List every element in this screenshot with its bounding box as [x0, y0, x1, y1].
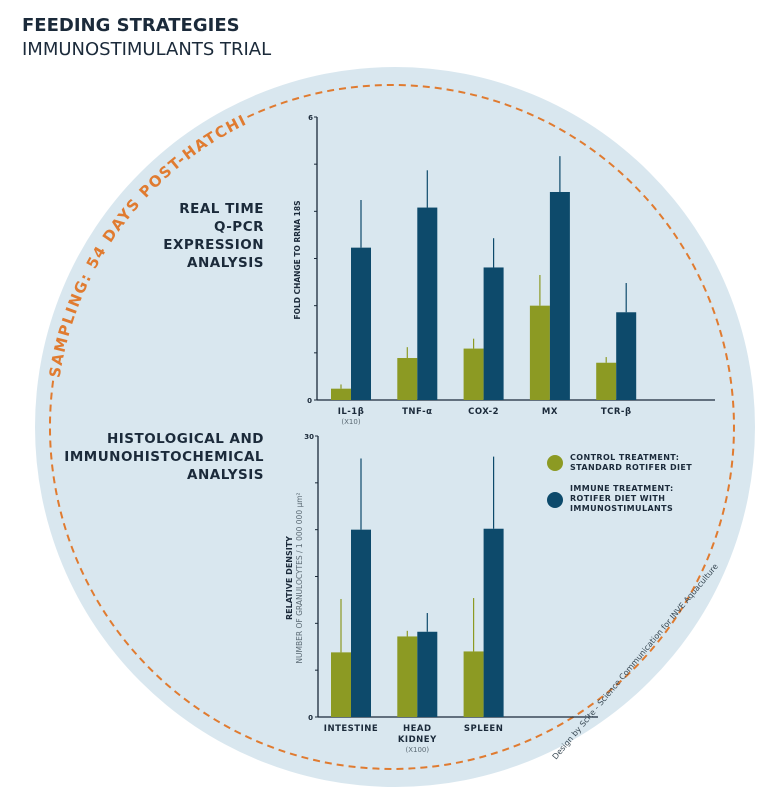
immune-bar	[483, 528, 504, 717]
legend-label: STANDARD ROTIFER DIET	[570, 463, 692, 472]
immune-bar	[483, 267, 504, 400]
category-note: (X100)	[405, 746, 429, 754]
control-bar	[331, 652, 351, 717]
qpcr-y-axis-label: FOLD CHANGE TO RRNA 18S	[293, 200, 302, 319]
y-tick-label: 6	[308, 114, 313, 122]
control-bar	[596, 362, 617, 400]
section-label-line: EXPRESSION	[163, 237, 264, 253]
category-label: IL-1β	[338, 407, 365, 417]
category-label: TNF-α	[402, 407, 432, 417]
section-label-line: ANALYSIS	[187, 467, 264, 483]
legend-label: CONTROL TREATMENT:	[570, 453, 679, 462]
histology-section-label: HISTOLOGICAL AND IMMUNOHISTOCHEMICAL ANALY…	[64, 431, 264, 483]
y-tick-label: 0	[308, 714, 313, 722]
legend-label: IMMUNOSTIMULANTS	[570, 504, 673, 513]
control-bar	[463, 651, 484, 717]
immune-bar	[351, 247, 371, 400]
control-bar	[331, 388, 351, 400]
control-bar	[463, 348, 484, 400]
y-tick-label: 0	[307, 397, 312, 405]
category-label: SPLEEN	[464, 724, 504, 734]
section-label-line: ANALYSIS	[187, 255, 264, 271]
histology-y-axis-label: RELATIVE DENSITY	[285, 536, 294, 620]
legend-control-swatch	[547, 455, 563, 471]
legend: CONTROL TREATMENT:STANDARD ROTIFER DIET I…	[547, 453, 692, 513]
section-label-line: IMMUNOHISTOCHEMICAL	[64, 449, 264, 465]
qpcr-bar-chart: 0 6 IL-1β(X10) TNF-α COX-2 MX TCR-β	[307, 114, 715, 426]
subtitle: IMMUNOSTIMULANTS TRIAL	[22, 39, 271, 60]
immune-bar	[351, 529, 371, 717]
legend-immune-swatch	[547, 492, 563, 508]
histology-bar-chart: 0 30 INTESTINE HEAD KIDNEY(X100) SPLEEN	[304, 433, 598, 754]
control-bar	[397, 636, 418, 717]
immune-bar	[417, 207, 438, 400]
category-note: (X10)	[341, 418, 360, 426]
category-label: COX-2	[468, 407, 499, 417]
section-label-line: Q-PCR	[214, 219, 264, 235]
immune-bar	[417, 631, 438, 717]
title: FEEDING STRATEGIES	[22, 15, 240, 36]
category-label: MX	[542, 407, 558, 417]
histology-y-axis-sublabel: NUMBER OF GRANULOCYTES / 1 000 000 µm²	[295, 492, 304, 663]
immune-bar	[549, 191, 570, 400]
y-tick-label: 30	[304, 433, 314, 441]
control-bar	[397, 358, 418, 400]
category-label: TCR-β	[601, 407, 632, 417]
sampling-timeline-dashed-circle	[48, 84, 735, 770]
category-label: HEAD KIDNEY	[398, 724, 437, 745]
legend-label: ROTIFER DIET WITH	[570, 494, 665, 503]
legend-label: IMMUNE TREATMENT:	[570, 484, 674, 493]
section-label-line: HISTOLOGICAL AND	[107, 431, 264, 447]
section-label-line: REAL TIME	[179, 201, 264, 217]
immune-bar	[616, 312, 637, 400]
control-bar	[529, 305, 550, 400]
qpcr-section-label: REAL TIME Q-PCR EXPRESSION ANALYSIS	[163, 201, 264, 271]
category-label: INTESTINE	[324, 724, 378, 734]
background-circle	[35, 67, 755, 787]
